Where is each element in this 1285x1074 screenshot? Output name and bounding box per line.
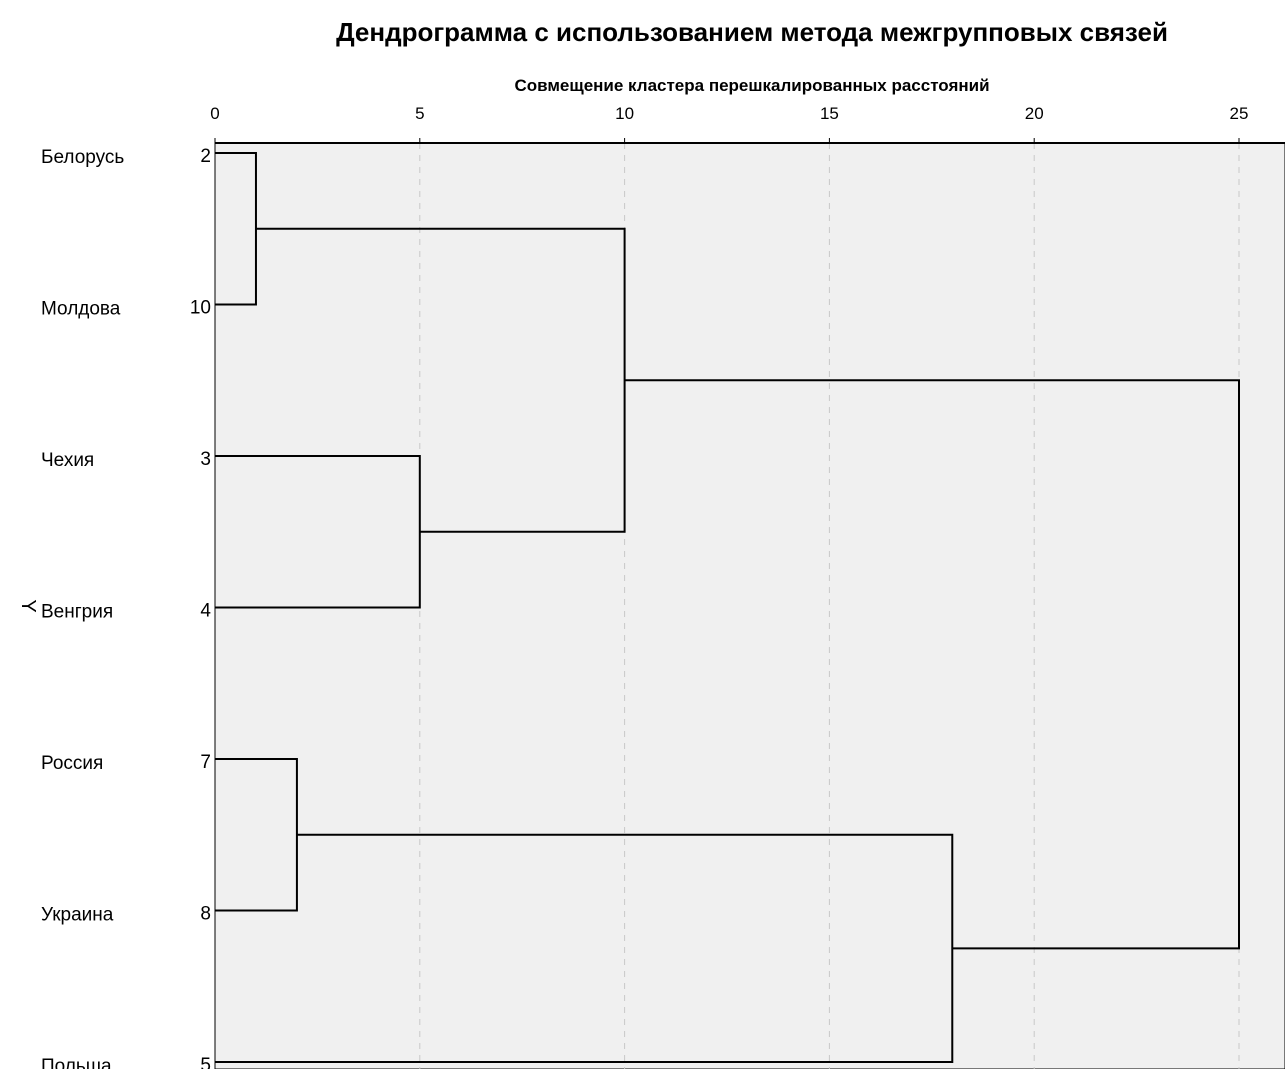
leaf-case-number: 5 xyxy=(200,1055,211,1069)
plot-area xyxy=(214,142,1285,1070)
leaf-case-number: 3 xyxy=(200,449,211,470)
leaf-label: Украина xyxy=(41,905,114,926)
x-tick-label-0: 0 xyxy=(210,104,219,123)
leaf-labels: Белорусь 2 Молдова 10 Чехия 3 Венгрия 4 Россия 7 У… xyxy=(41,146,211,1074)
leaf-label: Россия xyxy=(41,753,103,774)
leaf-case-number: 2 xyxy=(200,146,211,167)
x-axis-label: Совмещение кластера перешкалированных ра… xyxy=(514,76,989,95)
leaf-label: Польша xyxy=(41,1056,112,1069)
x-tick-label-15: 15 xyxy=(820,104,839,123)
merge-link-5 xyxy=(624,379,1240,950)
dendrogram-links xyxy=(215,152,1240,1063)
x-tick-label-25: 25 xyxy=(1230,104,1249,123)
x-axis: 0 5 10 15 20 25 xyxy=(210,104,1285,144)
leaf-label: Венгрия xyxy=(41,602,113,623)
leaf-case-number: 4 xyxy=(200,601,211,622)
leaf-label: Чехия xyxy=(41,450,94,471)
x-tick-label-20: 20 xyxy=(1025,104,1044,123)
leaf-label: Молдова xyxy=(41,299,121,320)
leaf-label: Белорусь xyxy=(41,147,124,168)
leaf-case-number: 10 xyxy=(190,298,211,319)
leaf-case-number: 7 xyxy=(200,752,211,773)
x-tick-label-5: 5 xyxy=(415,104,424,123)
y-axis-label: Y xyxy=(17,599,39,612)
chart-title: Дендрограмма с использованием метода меж… xyxy=(336,17,1168,47)
leaf-case-number: 8 xyxy=(200,904,211,925)
x-tick-label-10: 10 xyxy=(615,104,634,123)
y-axis-label-group: Y xyxy=(17,599,39,612)
